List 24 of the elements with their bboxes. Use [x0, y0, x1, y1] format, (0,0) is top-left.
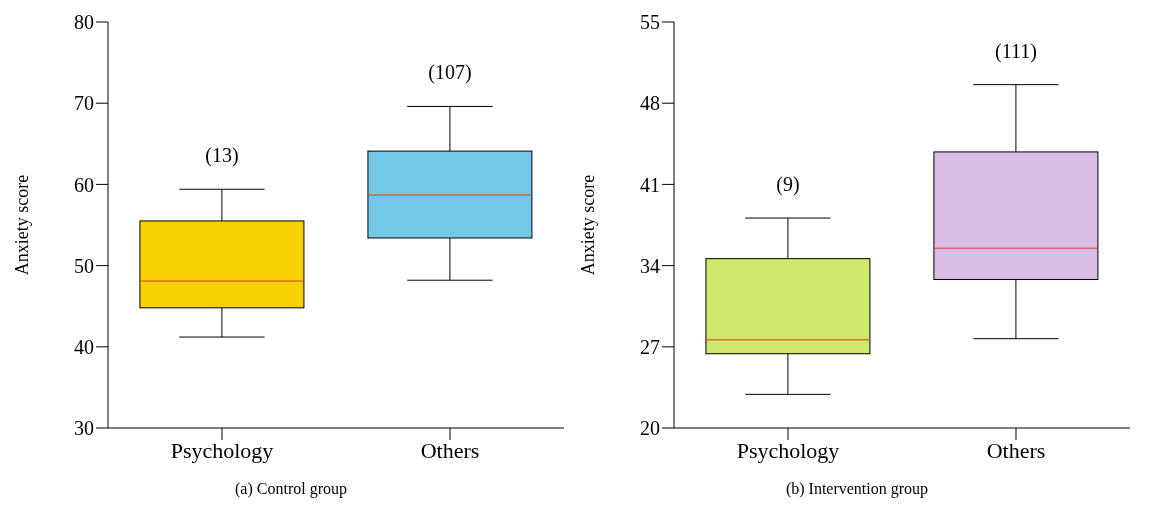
y-tick-label: 41 [640, 173, 660, 196]
text: (a) Control group [234, 480, 348, 498]
y-tick-label: 30 [74, 417, 94, 440]
y-tick-label: 55 [640, 11, 660, 34]
x-tick-label: Others [420, 437, 480, 463]
x-tick-label: Others [986, 437, 1046, 463]
x-tick-label: Psychology [736, 437, 840, 463]
y-tick-label: 70 [74, 92, 94, 115]
y-tick-label: 60 [74, 173, 94, 196]
annotation: (111) [995, 39, 1037, 63]
annotation: (9) [776, 173, 800, 197]
annotation: (13) [205, 144, 239, 168]
y-axis-title: Anxiety score [12, 174, 33, 276]
y-tick-label: 20 [640, 417, 660, 440]
y-tick-label: 80 [74, 11, 94, 34]
y-tick-label: 48 [640, 92, 660, 115]
y-axis-title: Anxiety score [578, 174, 599, 276]
y-tick-label: 27 [640, 335, 660, 358]
y-tick-label: 40 [74, 335, 94, 358]
annotation: (107) [428, 61, 472, 85]
y-tick-label: 50 [74, 254, 94, 277]
x-tick-label: Psychology [170, 437, 274, 463]
text: (b) Intervention group [784, 480, 930, 498]
y-tick-label: 34 [640, 254, 660, 277]
